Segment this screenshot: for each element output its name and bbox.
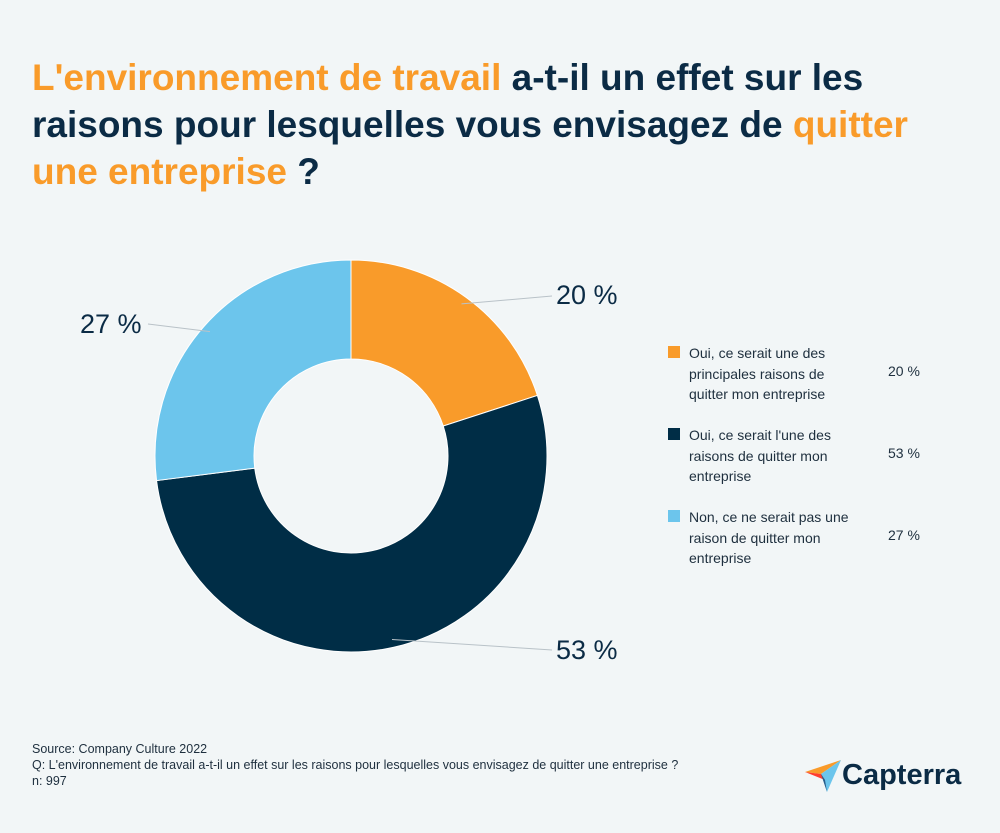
legend-value-2: 53 % bbox=[888, 445, 920, 461]
title-text-1: a-t-il un effet sur les raisons pour les… bbox=[32, 57, 864, 145]
legend-item-1: Oui, ce serait une des principales raiso… bbox=[668, 343, 938, 425]
data-label-slice-3: 27 % bbox=[80, 309, 142, 339]
donut-slice-3 bbox=[154, 259, 352, 482]
sample-size-note: n: 997 bbox=[32, 774, 67, 788]
data-label-slice-2: 53 % bbox=[556, 635, 618, 665]
legend-item-2: Oui, ce serait l'une des raisons de quit… bbox=[668, 425, 938, 507]
title-highlight-1: L'environnement de travail bbox=[32, 57, 502, 98]
chart-footer: Source: Company Culture 2022 Q: L'enviro… bbox=[32, 741, 678, 789]
title-text-2: ? bbox=[286, 151, 320, 192]
data-label-slice-1: 20 % bbox=[556, 280, 618, 310]
legend-label-2: Oui, ce serait l'une des raisons de quit… bbox=[689, 427, 831, 484]
legend-swatch-light-blue bbox=[668, 510, 680, 522]
question-note: Q: L'environnement de travail a-t-il un … bbox=[32, 758, 679, 772]
chart-title: L'environnement de travail a-t-il un eff… bbox=[32, 54, 982, 195]
donut-slice-2 bbox=[155, 394, 548, 653]
leader-line-2 bbox=[391, 638, 553, 651]
legend-swatch-orange bbox=[668, 346, 680, 358]
legend-value-1: 20 % bbox=[888, 363, 920, 379]
capterra-arrow-icon bbox=[805, 760, 841, 792]
title-highlight-2: quitter une entreprise bbox=[32, 104, 908, 192]
leader-line-3 bbox=[147, 323, 211, 333]
source-note: Source: Company Culture 2022 bbox=[32, 742, 208, 756]
capterra-logo-text: Capterra bbox=[842, 759, 962, 791]
legend-swatch-navy bbox=[668, 428, 680, 440]
donut-chart bbox=[147, 259, 553, 653]
legend-label-1: Oui, ce serait une des principales raiso… bbox=[689, 345, 826, 402]
legend-label-3: Non, ce ne serait pas une raison de quit… bbox=[689, 509, 849, 566]
legend-value-3: 27 % bbox=[888, 527, 920, 543]
legend-item-3: Non, ce ne serait pas une raison de quit… bbox=[668, 507, 938, 589]
chart-legend: Oui, ce serait une des principales raiso… bbox=[668, 343, 938, 589]
leader-line-1 bbox=[461, 295, 553, 305]
donut-slice-1 bbox=[350, 259, 539, 427]
